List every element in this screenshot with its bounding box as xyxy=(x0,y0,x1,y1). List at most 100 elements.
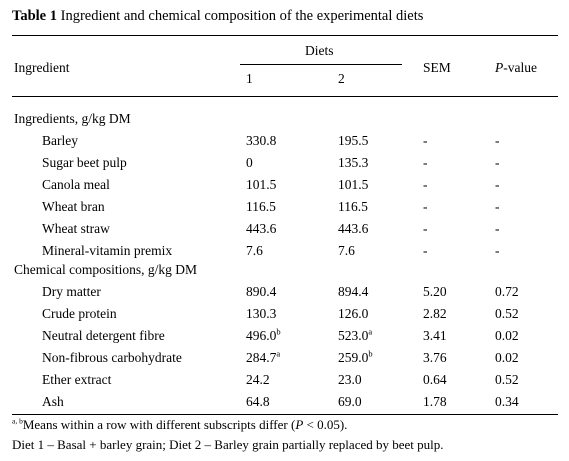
cell-diet-1-value: 496.0 xyxy=(246,328,277,343)
cell-pvalue: - xyxy=(495,243,500,259)
header-diets: Diets xyxy=(305,43,334,58)
cell-sem-value: - xyxy=(423,243,428,258)
cell-diet-2: 126.0 xyxy=(338,306,368,322)
table-caption: Table 1 Ingredient and chemical composit… xyxy=(12,8,423,25)
cell-pvalue-value: - xyxy=(495,221,500,236)
cell-diet-1: 890.4 xyxy=(246,284,276,300)
cell-pvalue: 0.72 xyxy=(495,284,519,300)
cell-diet-1: 443.6 xyxy=(246,221,276,237)
cell-diet-2: 116.5 xyxy=(338,199,368,215)
cell-sem: 3.76 xyxy=(423,350,447,366)
cell-pvalue-value: - xyxy=(495,243,500,258)
footnote-means-end: < 0.05). xyxy=(303,417,348,432)
section-label: Chemical compositions, g/kg DM xyxy=(14,262,197,277)
footnote-diets: Diet 1 – Basal + barley grain; Diet 2 – … xyxy=(12,437,444,452)
cell-diet-1: 116.5 xyxy=(246,199,276,215)
cell-diet-2-superscript: a xyxy=(368,326,373,337)
cell-diet-1-value: 443.6 xyxy=(246,221,277,236)
cell-diet-2-value: 116.5 xyxy=(338,199,368,214)
cell-sem-value: - xyxy=(423,221,428,236)
cell-diet-1-superscript: a xyxy=(276,348,281,359)
cell-pvalue: - xyxy=(495,199,500,215)
cell-diet-1-value: 24.2 xyxy=(246,372,270,387)
cell-diet-1-superscript: b xyxy=(276,326,281,337)
bottom-rule xyxy=(12,414,558,415)
row-name-value: Barley xyxy=(42,133,78,148)
header-pvalue: P-value xyxy=(495,60,537,76)
row-name: Crude protein xyxy=(42,306,117,322)
row-name: Dry matter xyxy=(42,284,101,300)
cell-sem-value: - xyxy=(423,133,428,148)
cell-diet-2: 259.0b xyxy=(338,349,373,366)
cell-diet-2-value: 894.4 xyxy=(338,284,369,299)
row-name-value: Crude protein xyxy=(42,306,117,321)
cell-sem-value: 3.41 xyxy=(423,328,447,343)
cell-pvalue-value: 0.72 xyxy=(495,284,519,299)
section-label: Ingredients, g/kg DM xyxy=(14,111,131,126)
cell-diet-2-value: 69.0 xyxy=(338,394,362,409)
footnote-p-italic: P xyxy=(295,417,304,432)
cell-diet-2: 443.6 xyxy=(338,221,368,237)
row-name-value: Wheat straw xyxy=(42,221,110,236)
footnote-means-text: Means within a row with different subscr… xyxy=(22,417,296,432)
cell-diet-1-value: 101.5 xyxy=(246,177,277,192)
cell-diet-1-value: 116.5 xyxy=(246,199,276,214)
footnote-marks: a, b xyxy=(12,416,23,426)
cell-sem-value: - xyxy=(423,177,428,192)
cell-diet-2: 135.3 xyxy=(338,155,368,171)
cell-diet-1-value: 130.3 xyxy=(246,306,277,321)
header-ingredient: Ingredient xyxy=(14,60,70,75)
cell-pvalue: 0.02 xyxy=(495,350,519,366)
cell-diet-2: 23.0 xyxy=(338,372,362,388)
cell-diet-1-value: 284.7 xyxy=(246,350,277,365)
cell-pvalue-value: 0.34 xyxy=(495,394,519,409)
row-name-value: Mineral-vitamin premix xyxy=(42,243,173,258)
row-name: Wheat straw xyxy=(42,221,110,237)
row-name: Sugar beet pulp xyxy=(42,155,127,171)
cell-pvalue: 0.02 xyxy=(495,328,519,344)
cell-diet-1-value: 330.8 xyxy=(246,133,277,148)
cell-diet-1: 101.5 xyxy=(246,177,276,193)
row-name-value: Dry matter xyxy=(42,284,101,299)
cell-diet-1: 24.2 xyxy=(246,372,270,388)
cell-pvalue: 0.52 xyxy=(495,372,519,388)
cell-pvalue-value: - xyxy=(495,177,500,192)
cell-sem: 2.82 xyxy=(423,306,447,322)
cell-diet-1-value: 0 xyxy=(246,155,253,170)
table-title: Ingredient and chemical composition of t… xyxy=(60,8,424,24)
cell-diet-2-value: 126.0 xyxy=(338,306,369,321)
cell-pvalue-value: 0.02 xyxy=(495,328,519,343)
row-name-value: Sugar beet pulp xyxy=(42,155,127,170)
cell-diet-2: 101.5 xyxy=(338,177,368,193)
cell-sem-value: - xyxy=(423,155,428,170)
row-name: Wheat bran xyxy=(42,199,105,215)
footnote-means: a, bMeans within a row with different su… xyxy=(12,417,347,433)
cell-sem: - xyxy=(423,133,428,149)
cell-diet-1-value: 64.8 xyxy=(246,394,270,409)
cell-sem-value: 3.76 xyxy=(423,350,447,365)
header-p-rest: -value xyxy=(503,60,537,75)
table-label: Table 1 xyxy=(12,8,57,24)
row-name: Mineral-vitamin premix xyxy=(42,243,172,259)
cell-diet-1: 130.3 xyxy=(246,306,276,322)
cell-diet-1: 64.8 xyxy=(246,394,270,410)
cell-sem: 5.20 xyxy=(423,284,447,300)
cell-diet-2-value: 23.0 xyxy=(338,372,362,387)
cell-pvalue: - xyxy=(495,133,500,149)
cell-diet-1: 0 xyxy=(246,155,253,171)
row-name: Ether extract xyxy=(42,372,111,388)
row-name: Ash xyxy=(42,394,64,410)
cell-pvalue-value: 0.02 xyxy=(495,350,519,365)
cell-sem: 3.41 xyxy=(423,328,447,344)
row-name-value: Wheat bran xyxy=(42,199,105,214)
cell-diet-2: 69.0 xyxy=(338,394,362,410)
row-name-value: Neutral detergent fibre xyxy=(42,328,165,343)
cell-diet-1: 7.6 xyxy=(246,243,263,259)
row-name: Neutral detergent fibre xyxy=(42,328,165,344)
cell-diet-1-value: 890.4 xyxy=(246,284,277,299)
row-name-value: Non-fibrous carbohydrate xyxy=(42,350,182,365)
diets-rule xyxy=(240,64,402,65)
row-name: Barley xyxy=(42,133,78,149)
cell-pvalue: - xyxy=(495,177,500,193)
cell-diet-2-value: 523.0 xyxy=(338,328,369,343)
